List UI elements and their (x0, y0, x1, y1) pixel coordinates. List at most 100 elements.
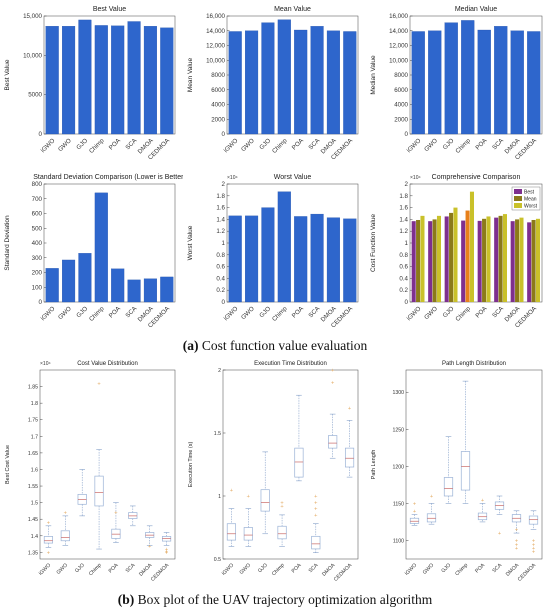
y-axis-label: Standard Deviation (4, 215, 11, 271)
y-tick-label: 1 (218, 494, 221, 500)
bar (78, 253, 92, 303)
x-tick-label: iGWO (406, 137, 423, 154)
x-tick-label: iGWO (223, 137, 240, 154)
outlier: + (314, 500, 318, 506)
x-tick-label: POA (291, 137, 306, 152)
bar (277, 191, 291, 303)
x-tick-label: GWO (240, 305, 256, 321)
x-tick-label: GWO (423, 305, 439, 321)
x-tick-label: Chimp (271, 305, 289, 323)
y-tick-label: 1.6 (399, 205, 408, 212)
y-tick-label: 1150 (393, 501, 404, 507)
bar-mean (515, 219, 520, 302)
y-tick-label: 0.4 (399, 275, 408, 282)
y-tick-label: 0 (405, 299, 409, 306)
bar (78, 19, 92, 135)
box-body (344, 447, 355, 468)
bar (127, 21, 141, 135)
outlier: + (413, 501, 417, 507)
x-tick-label: CEDMOA (517, 562, 538, 583)
x-tick-label: GJO (75, 305, 89, 319)
y-tick-label: 2 (222, 181, 226, 188)
x-tick-label: GWO (240, 137, 256, 153)
box-body (460, 451, 471, 491)
x-tick-label: iGWO (38, 562, 52, 576)
y-tick-label: 16,000 (206, 13, 225, 20)
outlier: + (97, 381, 101, 387)
x-tick-label: SCA (491, 562, 503, 574)
comprehensive-chart: Comprehensive Comparison ×10⁴ 0 0.2 0.4 0.6 0.… (370, 174, 543, 329)
x-tick-label: GJO (74, 562, 86, 574)
x-tick-label: DMOA (321, 562, 337, 578)
outlier: + (165, 547, 169, 553)
bar-worst (436, 215, 441, 302)
bar-mean (482, 218, 487, 302)
x-tick-label: GJO (75, 137, 89, 151)
box-poa: + (477, 497, 488, 523)
box-chimp (460, 380, 471, 504)
outlier: + (481, 497, 485, 503)
box-chimp: + (94, 381, 104, 550)
path-distribution-chart: Path Length Distribution 1100 1150 1200 1250… (371, 361, 543, 583)
bar-best (444, 216, 449, 302)
x-tick-label: iGWO (40, 137, 57, 154)
bar (294, 29, 308, 135)
box-gwo: + (60, 510, 70, 546)
y-axis-label: Path Length (371, 450, 377, 480)
bar-best (527, 222, 532, 302)
y-tick-label: 0.6 (216, 264, 225, 271)
y-tick-label: 1.2 (216, 228, 225, 235)
x-tick-label: Chimp (88, 305, 106, 323)
outlier: + (331, 380, 335, 386)
bar-best (494, 217, 499, 302)
y-tick-label: 0 (222, 131, 226, 138)
outlier: + (515, 527, 519, 533)
y-tick-label: 0 (39, 131, 43, 138)
outlier: + (331, 368, 335, 374)
bar (94, 25, 108, 135)
bar (261, 207, 275, 303)
x-tick-label: GJO (442, 137, 456, 151)
bar (228, 31, 242, 135)
y-tick-label: 1.55 (28, 484, 38, 490)
outlier: + (114, 510, 118, 516)
box-body (111, 528, 121, 539)
box-body (294, 447, 304, 478)
y-tick-label: 1.6 (216, 205, 225, 212)
bar (127, 279, 141, 303)
y-tick-label: 0.6 (399, 264, 408, 271)
outlier: + (246, 494, 250, 500)
box-body (226, 523, 237, 541)
y-tick-label: 5000 (28, 92, 42, 99)
outlier: + (230, 487, 234, 493)
box-body (43, 536, 54, 544)
y-tick-label: 1250 (392, 427, 404, 433)
legend-label: Best (524, 190, 535, 196)
y-tick-label: 12,000 (389, 43, 408, 50)
outlier: + (515, 545, 519, 551)
y-tick-label: 200 (32, 270, 43, 277)
y-tick-label: 8000 (211, 72, 225, 79)
x-tick-label: GJO (258, 137, 272, 151)
chart-title: Execution Time Distribution (254, 361, 327, 367)
bar-mean (465, 210, 470, 302)
bar (428, 30, 442, 135)
caption-b-tag: (b) (117, 592, 135, 607)
x-tick-label: iGWO (404, 562, 418, 576)
chart-title: Median Value (455, 6, 497, 13)
x-tick-label: DMOA (505, 562, 521, 578)
mean-value-chart: Mean Value 0 2000 4000 6000 8000 10,000 12,000 1… (187, 6, 359, 161)
box-body (243, 527, 253, 541)
y-tick-label: 100 (32, 284, 43, 291)
x-tick-label: Chimp (454, 305, 472, 323)
outlier: + (314, 506, 318, 512)
box-igwo: ++ (409, 501, 420, 526)
y-tick-label: 0.5 (214, 557, 221, 563)
y-tick-label: 4000 (394, 102, 408, 109)
x-tick-label: Chimp (88, 137, 106, 155)
x-tick-label: POA (108, 305, 123, 320)
best-value-chart: Best Value 0 5000 10,000 15,000 Best Value iGW… (4, 6, 176, 161)
box-body (128, 512, 138, 519)
y-tick-label: 1.8 (216, 193, 225, 200)
y-tick-label: 500 (32, 225, 43, 232)
